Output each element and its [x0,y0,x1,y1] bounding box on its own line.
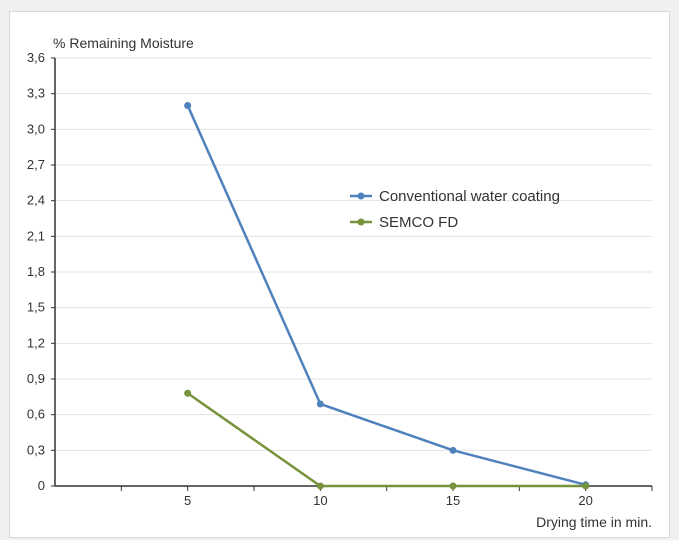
y-tick-label: 3,0 [27,121,45,136]
y-tick-label: 1,2 [27,335,45,350]
y-tick-label: 1,8 [27,264,45,279]
series-line-2 [186,392,586,488]
x-tick-label: 5 [184,493,191,508]
legend: Conventional water coating SEMCO FD [350,188,560,231]
y-tick-label: 0,9 [27,371,45,386]
legend-label: Conventional water coating [379,188,560,205]
y-tick-label: 0,3 [27,442,45,457]
y-tick-label: 3,6 [27,50,45,65]
legend-marker [357,218,365,226]
data-point [316,400,324,408]
x-axis-title: Drying time in min. [536,514,652,530]
gridlines [55,57,652,451]
y-tick-label: 2,7 [27,157,45,172]
y-tick-label: 2,1 [27,228,45,243]
x-tick-label: 10 [313,493,327,508]
data-point [184,389,192,397]
y-axis-title: % Remaining Moisture [53,35,194,51]
legend-label: SEMCO FD [379,214,458,231]
y-tick-label: 2,4 [27,193,45,208]
y-tick-label: 0 [38,478,45,493]
y-axis-ticks: 0 0,3 0,6 0,9 1,2 1,5 1,8 2,1 2,4 2,7 3,0 3,3 3,6 [27,50,55,493]
data-point [449,446,457,454]
legend-marker [357,192,365,200]
series-lines [184,102,590,490]
y-tick-label: 3,3 [27,86,45,101]
x-axis-ticks: 5 10 15 20 [120,486,653,508]
data-point [316,482,324,490]
y-tick-label: 1,5 [27,300,45,315]
x-tick-label: 15 [446,493,460,508]
data-point [582,482,590,490]
data-point [449,482,457,490]
x-tick-label: 20 [578,493,592,508]
data-point [184,102,192,110]
y-tick-label: 0,6 [27,407,45,422]
series-line-1 [186,105,586,487]
